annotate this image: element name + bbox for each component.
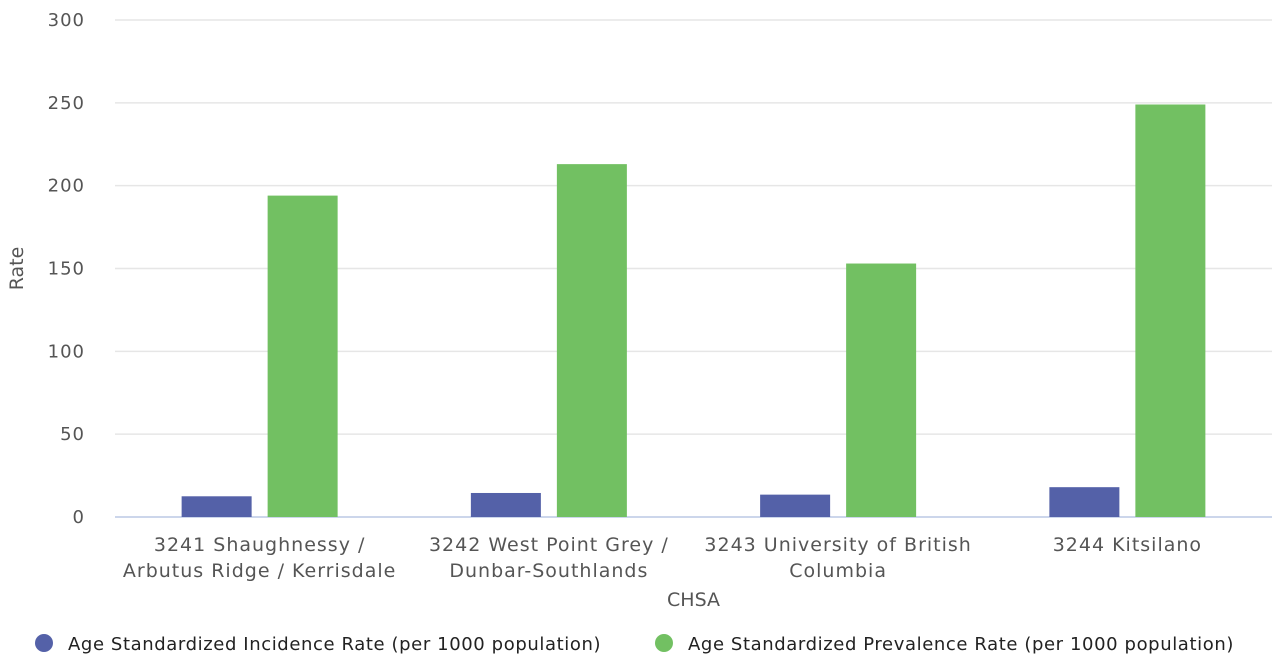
prevalence-rate-bar[interactable] <box>556 164 627 517</box>
legend-marker <box>35 634 53 652</box>
legend-label[interactable]: Age Standardized Incidence Rate (per 100… <box>68 634 601 655</box>
y-tick-label: 50 <box>60 424 85 445</box>
x-tick-label: Columbia <box>789 560 887 582</box>
x-axis-title: CHSA <box>667 589 720 611</box>
bars <box>181 104 1206 518</box>
legend: Age Standardized Incidence Rate (per 100… <box>35 634 1234 655</box>
x-tick-label: 3241 Shaughnessy / <box>154 534 366 556</box>
prevalence-rate-bar[interactable] <box>267 195 338 517</box>
legend-label[interactable]: Age Standardized Prevalence Rate (per 10… <box>688 634 1234 655</box>
y-tick-label: 250 <box>48 93 85 114</box>
legend-marker <box>655 634 673 652</box>
incidence-rate-bar[interactable] <box>760 494 831 517</box>
prevalence-rate-bar[interactable] <box>846 263 917 517</box>
y-axis-ticks: 0 50 100 150 200 250 300 <box>48 10 85 528</box>
y-tick-label: 0 <box>73 507 85 528</box>
x-tick-label: 3244 Kitsilano <box>1053 534 1202 556</box>
x-axis-ticks: 3241 Shaughnessy / Arbutus Ridge / Kerris… <box>123 534 1202 582</box>
y-tick-label: 200 <box>48 176 85 197</box>
x-tick-label: Dunbar-Southlands <box>449 560 648 582</box>
prevalence-rate-bar[interactable] <box>1135 104 1206 518</box>
x-tick-label: 3243 University of British <box>704 534 971 556</box>
incidence-rate-bar[interactable] <box>1049 487 1120 517</box>
y-tick-label: 150 <box>48 259 85 280</box>
incidence-rate-bar[interactable] <box>181 496 252 517</box>
y-axis-title: Rate <box>6 247 28 291</box>
y-tick-label: 300 <box>48 10 85 31</box>
x-tick-label: Arbutus Ridge / Kerrisdale <box>123 560 396 582</box>
incidence-rate-bar[interactable] <box>470 492 541 517</box>
x-tick-label: 3242 West Point Grey / <box>429 534 669 556</box>
y-tick-label: 100 <box>48 341 85 362</box>
